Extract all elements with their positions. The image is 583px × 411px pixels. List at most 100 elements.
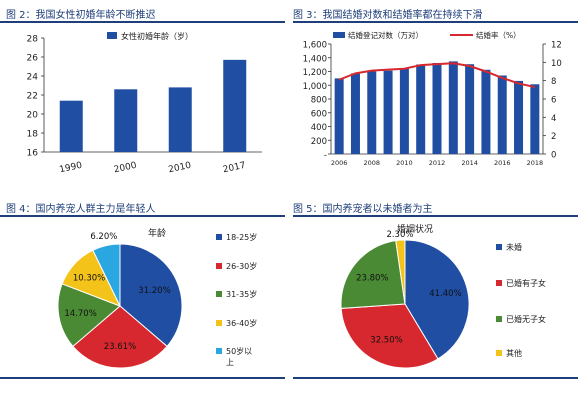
pie-chart-age: 31.20% 23.61% 14.70% 10.30% 6.20% 年龄 18-25岁 26-… <box>57 227 257 369</box>
legend-label: 已婚无子女 <box>506 314 546 324</box>
legend-label: 其他 <box>506 348 522 358</box>
y2-tick-label: 12 <box>551 41 562 51</box>
bar <box>465 64 475 154</box>
bar <box>334 78 344 154</box>
y-tick-label: 20 <box>27 111 39 121</box>
pie-slice <box>340 240 406 309</box>
legend-swatch <box>107 32 117 39</box>
pie-value-label: 2.30% <box>386 230 413 240</box>
title-divider <box>293 21 578 23</box>
x-tick-label: 2014 <box>461 159 478 167</box>
pie-value-label: 14.70% <box>64 309 96 319</box>
legend-swatch <box>216 348 222 354</box>
bar <box>514 80 524 154</box>
x-tick-label: 2012 <box>429 159 446 167</box>
bar <box>223 59 247 152</box>
x-tick-label: 2000 <box>113 161 138 176</box>
panel-marriage-registrations: 图 3：我国结婚对数和结婚率都在持续下滑 - 200 400 600 800 1,000 1… <box>293 0 583 190</box>
y2-tick-label: 10 <box>551 59 562 69</box>
legend-label: 未婚 <box>506 242 522 252</box>
x-tick-label: 2018 <box>527 159 544 167</box>
x-tick-label: 2017 <box>222 161 246 176</box>
y-tick-label: 16 <box>27 149 39 159</box>
panel-pet-owner-age: 图 4：国内养宠人群主力是年轻人 31.20% 23.61% 14.70% 10.30… <box>0 196 285 411</box>
legend-swatch <box>496 316 502 322</box>
panel-title: 图 4：国内养宠人群主力是年轻人 <box>6 204 156 215</box>
pie-title: 年龄 <box>148 227 166 239</box>
panel-title: 图 5：国内养宠者以未婚者为主 <box>293 204 433 215</box>
legend-label: 上 <box>226 358 234 367</box>
pie-value-label: 23.80% <box>356 274 388 284</box>
legend-swatch-bar <box>333 32 345 38</box>
pie-value-label: 41.40% <box>429 289 461 299</box>
y2-tick-label: 8 <box>551 77 556 87</box>
y-tick-label: 18 <box>27 130 39 140</box>
x-tick-label: 2010 <box>396 159 413 167</box>
y2-tick-label: 2 <box>551 132 556 142</box>
bar <box>432 62 442 154</box>
panel-title: 图 3：我国结婚对数和结婚率都在持续下滑 <box>293 10 483 21</box>
legend-label: 50岁以 <box>226 346 252 356</box>
bar <box>367 71 377 154</box>
pie-value-label: 31.20% <box>138 286 170 296</box>
legend-label-bar: 结婚登记对数（万对） <box>348 30 423 40</box>
bar <box>114 89 138 152</box>
bar <box>448 61 458 154</box>
bar <box>497 75 507 154</box>
y-tick-label: 1,600 <box>303 41 327 51</box>
legend-swatch <box>496 350 502 356</box>
legend-label: 女性初婚年龄（岁） <box>121 31 193 41</box>
pie-slice <box>395 239 406 305</box>
legend-swatch <box>216 320 222 326</box>
y-tick-label: - <box>324 151 327 161</box>
pie-value-label: 10.30% <box>73 274 105 284</box>
legend-swatch <box>216 263 222 269</box>
y-tick-label: 26 <box>27 54 39 64</box>
y-tick-label: 1,000 <box>303 82 327 92</box>
y-tick-label: 22 <box>27 92 38 102</box>
legend-label: 已婚有子女 <box>506 278 546 288</box>
title-divider <box>0 21 285 23</box>
pie-slice <box>119 243 183 348</box>
bar <box>383 70 393 154</box>
bottom-divider <box>293 377 578 379</box>
legend-label: 31-35岁 <box>226 289 257 299</box>
bottom-divider <box>0 377 285 379</box>
y-tick-label: 1,400 <box>303 54 327 64</box>
line-series <box>338 62 536 89</box>
x-tick-label: 2010 <box>168 161 193 176</box>
y2-tick-label: 0 <box>551 151 556 161</box>
pie-value-label: 32.50% <box>370 335 402 345</box>
legend-swatch <box>496 244 502 250</box>
legend-label: 18-25岁 <box>226 232 257 242</box>
panel-title: 图 2：我国女性初婚年龄不断推迟 <box>6 10 156 21</box>
pie-value-label: 6.20% <box>90 232 117 242</box>
bar <box>416 64 426 154</box>
combo-chart-marriage: - 200 400 600 800 1,000 1,200 1,400 1,600 0 2 4 6 8 10… <box>303 30 562 167</box>
bar <box>168 87 192 152</box>
title-divider <box>0 215 285 217</box>
pie-slice <box>340 303 439 369</box>
bar <box>530 84 540 154</box>
y-tick-label: 600 <box>311 109 327 119</box>
legend-label: 36-40岁 <box>226 318 257 328</box>
pie-title: 婚姻状况 <box>397 223 433 235</box>
pie-slice <box>72 305 168 369</box>
y-tick-label: 1,200 <box>303 68 327 78</box>
legend-swatch <box>496 280 502 286</box>
y2-tick-label: 4 <box>551 114 556 124</box>
bar-chart-marriage-age: 16 18 20 22 24 26 28 1990 2000 2010 2017 女性初婚年龄（岁） <box>27 31 262 176</box>
y-tick-label: 28 <box>27 35 39 45</box>
y-tick-label: 200 <box>311 137 327 147</box>
y-tick-label: 24 <box>27 73 39 83</box>
pie-slice <box>57 283 121 348</box>
legend-swatch <box>216 291 222 297</box>
pie-chart-marital: 41.40% 32.50% 23.80% 2.30%婚姻状况未婚已婚有子女已婚无子女其… <box>340 223 546 369</box>
x-tick-label: 2016 <box>494 159 511 167</box>
legend-label: 26-30岁 <box>226 261 257 271</box>
y2-tick-label: 6 <box>551 96 556 106</box>
y-tick-label: 800 <box>311 96 327 106</box>
bar <box>350 73 360 154</box>
legend-label-line: 结婚率（%） <box>476 30 521 40</box>
panel-female-marriage-age: 图 2：我国女性初婚年龄不断推迟 16 18 20 22 24 26 28 1990 2000 2… <box>0 0 285 190</box>
